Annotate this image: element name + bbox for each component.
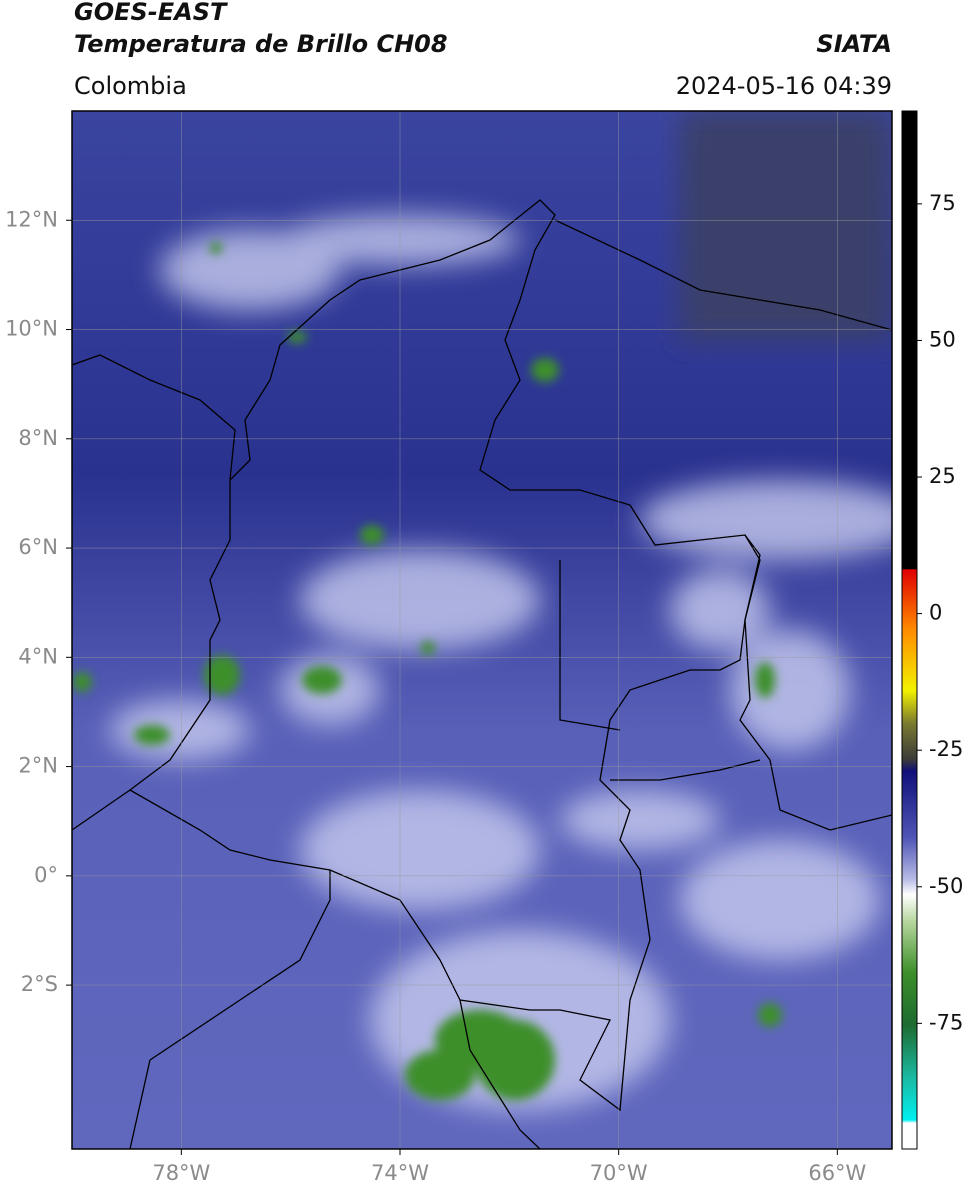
y-tick-label: 2°S <box>21 972 58 996</box>
y-tick-label: 0° <box>34 863 58 887</box>
datetime: 2024-05-16 04:39 <box>676 72 892 100</box>
y-tick-label: 2°N <box>18 754 58 778</box>
colorbar-tick-label: 25 <box>929 464 956 488</box>
product: Temperatura de Brillo CH08 <box>74 30 448 58</box>
colorbar-tick-label: -75 <box>929 1010 963 1034</box>
y-tick-label: 6°N <box>18 535 58 559</box>
x-tick-label: 74°W <box>371 1161 429 1185</box>
satellite: GOES-EAST <box>74 0 228 26</box>
colorbar-tick-label: 75 <box>929 191 956 215</box>
colorbar <box>901 110 918 1150</box>
y-tick-label: 12°N <box>5 207 58 231</box>
colorbar-tick-label: -50 <box>929 874 963 898</box>
y-tick-label: 4°N <box>18 644 58 668</box>
x-tick-label: 78°W <box>152 1161 210 1185</box>
gridlines <box>72 111 892 1149</box>
colorbar-tick-label: 0 <box>929 601 942 625</box>
colorbar-tick-label: -25 <box>929 737 963 761</box>
colorbar-tick-label: 50 <box>929 327 956 351</box>
satellite-image <box>72 111 892 1149</box>
region: Colombia <box>74 72 187 100</box>
x-tick-label: 66°W <box>808 1161 866 1185</box>
y-tick-label: 8°N <box>18 426 58 450</box>
y-tick-label: 10°N <box>5 317 58 341</box>
source: SIATA <box>816 30 892 58</box>
map-frame <box>71 110 893 1150</box>
x-tick-label: 70°W <box>590 1161 648 1185</box>
